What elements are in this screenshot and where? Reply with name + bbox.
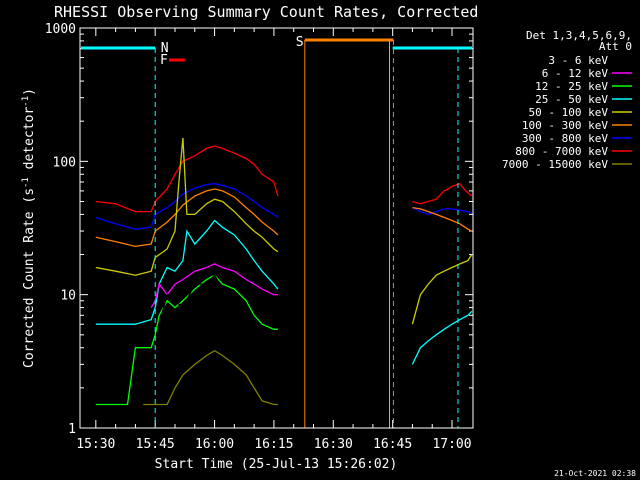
legend-entry-label: 25 - 50 keV xyxy=(535,93,608,106)
series-line xyxy=(412,206,473,232)
flare-flag-label: F xyxy=(160,53,168,68)
legend-entry-label: 100 - 300 keV xyxy=(522,119,608,132)
legend-entry-label: 50 - 100 keV xyxy=(529,106,609,119)
legend-header: Att 0 xyxy=(599,40,632,53)
saa-flag-label: S xyxy=(296,35,304,50)
x-tick-label: 15:45 xyxy=(136,437,175,452)
night-flag-label: N xyxy=(161,41,169,56)
x-tick-label: 16:30 xyxy=(314,437,353,452)
series-line xyxy=(95,137,279,276)
y-tick-label: 100 xyxy=(53,155,76,170)
series-line xyxy=(95,219,279,325)
y-tick-label: 1 xyxy=(68,422,76,437)
x-tick-label: 16:45 xyxy=(373,437,412,452)
series-line xyxy=(411,310,473,365)
footer-date: 21-Oct-2021 02:38 xyxy=(554,469,636,478)
y-axis-label-sup1: -1 xyxy=(21,177,31,188)
legend-entry-label: 7000 - 15000 keV xyxy=(502,158,608,171)
series-line xyxy=(135,274,278,376)
y-axis-label-main: Corrected Count Rate (s xyxy=(22,188,37,368)
series-line xyxy=(150,263,278,308)
y-axis-label-end: ) xyxy=(22,88,37,96)
series-line xyxy=(411,364,472,418)
x-tick-label: 17:00 xyxy=(432,437,471,452)
chart-title: RHESSI Observing Summary Count Rates, Co… xyxy=(54,3,478,21)
plot-frame xyxy=(79,27,474,429)
legend-entry-label: 300 - 800 keV xyxy=(522,132,608,145)
series-line xyxy=(411,254,473,325)
y-tick-label: 1000 xyxy=(45,22,76,37)
y-axis-label-sup2: -1 xyxy=(21,96,31,107)
x-axis-label: Start Time (25-Jul-13 15:26:02) xyxy=(155,457,398,472)
series-line xyxy=(95,145,279,213)
legend-entry-label: 12 - 25 keV xyxy=(535,80,608,93)
x-tick-label: 16:15 xyxy=(254,437,293,452)
legend-entry-label: 6 - 12 keV xyxy=(542,67,609,80)
x-tick-label: 15:30 xyxy=(76,437,115,452)
legend-header: Det 1,3,4,5,6,9, xyxy=(526,29,632,42)
y-axis-label-mid: detector xyxy=(22,107,37,178)
y-tick-label: 10 xyxy=(60,289,76,304)
series-line xyxy=(95,183,279,230)
x-tick-label: 16:00 xyxy=(195,437,234,452)
legend-entry-label: 800 - 7000 keV xyxy=(515,145,608,158)
series-line xyxy=(143,349,278,406)
y-axis-label: Corrected Count Rate (s-1 detector-1) xyxy=(21,88,37,368)
series-line xyxy=(412,207,473,216)
legend-entry-label: 3 - 6 keV xyxy=(548,54,608,67)
series-line xyxy=(95,188,279,248)
series-line xyxy=(412,182,473,205)
